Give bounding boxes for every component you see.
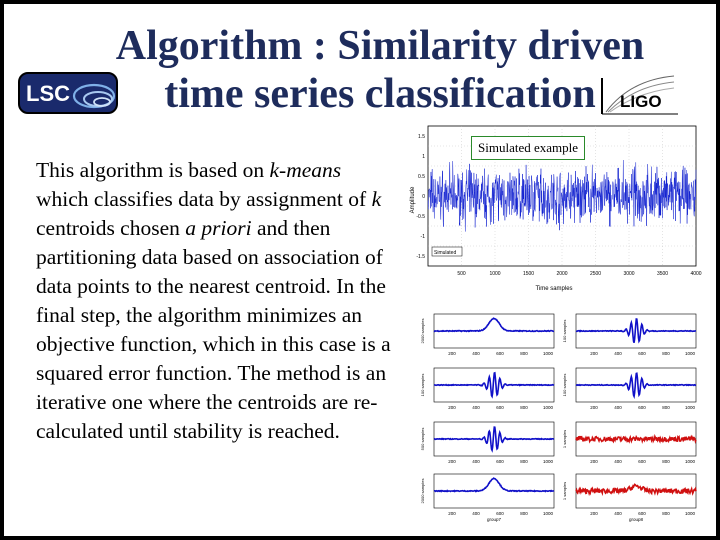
- cluster-xtick: 600: [496, 511, 504, 516]
- cluster-signal-line: [433, 371, 555, 399]
- main-plot-ytick: -1.5: [416, 254, 425, 260]
- cluster-xtick: 400: [472, 511, 480, 516]
- cluster-xtick: 400: [614, 459, 622, 464]
- cluster-xtick: 200: [448, 511, 456, 516]
- algorithm-description: This algorithm is based on k-means which…: [36, 158, 391, 443]
- main-plot-xtick: 2500: [590, 271, 601, 277]
- cluster-xtick: 400: [472, 405, 480, 410]
- cluster-panel: 200 400 600 800 1000 500 samples: [418, 420, 556, 470]
- cluster-xtick: 200: [448, 351, 456, 356]
- cluster-xtick: 1000: [685, 351, 696, 356]
- cluster-xtick: 400: [614, 511, 622, 516]
- cluster-xtick: 600: [496, 405, 504, 410]
- cluster-xtick: 800: [662, 511, 670, 516]
- main-plot-xtick: 3500: [657, 271, 668, 277]
- cluster-xtick: 1000: [685, 459, 696, 464]
- lsc-logo-text: LSC: [26, 81, 70, 106]
- cluster-signal-line: [575, 372, 696, 400]
- slide-title: Algorithm : Similarity driven time serie…: [70, 22, 690, 118]
- cluster-signal-line: [433, 477, 555, 493]
- cluster-xtick: 800: [662, 459, 670, 464]
- cluster-xtick: 600: [496, 351, 504, 356]
- simulated-example-label: Simulated example: [471, 136, 586, 160]
- cluster-xtick: 1000: [543, 459, 554, 464]
- cluster-xtick: 400: [472, 459, 480, 464]
- main-plot-xtick: 2000: [556, 271, 567, 277]
- main-plot-ytick: 0.5: [418, 174, 425, 180]
- main-plot-ytick: 0: [422, 194, 425, 200]
- cluster-xtick: 400: [472, 351, 480, 356]
- cluster-ylabel: 500 samples: [420, 428, 425, 451]
- lsc-logo: LSC: [18, 72, 118, 114]
- cluster-panel: 200 400 600 800 1000 2000 samples: [418, 312, 556, 362]
- cluster-xtick: 800: [520, 405, 528, 410]
- cluster-ylabel: 100 samples: [420, 374, 425, 397]
- cluster-xlabel: group8: [629, 517, 644, 522]
- cluster-ylabel: 2000 samples: [420, 319, 425, 344]
- simulated-signal-line: [427, 160, 697, 232]
- cluster-panel: 200 400 600 800 1000 1 samples: [560, 420, 698, 470]
- cluster-signal-line: [575, 483, 697, 497]
- main-plot-xtick: 1000: [489, 271, 500, 277]
- cluster-xtick: 800: [662, 351, 670, 356]
- cluster-xlabel: group7: [487, 517, 502, 522]
- main-plot-xtick: 500: [457, 271, 466, 277]
- cluster-xtick: 1000: [543, 511, 554, 516]
- cluster-xtick: 600: [496, 459, 504, 464]
- main-plot-xtick: 4000: [690, 271, 701, 277]
- cluster-panel: 200 400 600 800 1000 2000 samples group7: [418, 472, 556, 522]
- main-plot-ytick: -0.5: [416, 214, 425, 220]
- cluster-xtick: 600: [638, 459, 646, 464]
- cluster-panel: 200 400 600 800 1000 100 samples: [560, 312, 698, 362]
- cluster-xtick: 200: [448, 459, 456, 464]
- cluster-xtick: 200: [448, 405, 456, 410]
- cluster-panel: 200 400 600 800 1000 100 samples: [418, 366, 556, 416]
- main-plot-xlabel: Time samples: [535, 286, 572, 292]
- cluster-xtick: 600: [638, 351, 646, 356]
- cluster-xtick: 600: [638, 405, 646, 410]
- cluster-ylabel: 1 samples: [562, 430, 567, 448]
- main-plot-legend: Simulated: [434, 250, 456, 256]
- cluster-signal-line: [575, 433, 697, 445]
- cluster-xtick: 800: [520, 351, 528, 356]
- main-plot-ytick: -1: [421, 234, 426, 240]
- cluster-xtick: 800: [520, 511, 528, 516]
- cluster-ylabel: 100 samples: [562, 320, 567, 343]
- cluster-xtick: 200: [590, 405, 598, 410]
- title-line-2: time series classification: [164, 71, 596, 117]
- cluster-xtick: 200: [590, 511, 598, 516]
- cluster-xtick: 200: [590, 459, 598, 464]
- cluster-signal-line: [433, 426, 555, 453]
- cluster-xtick: 400: [614, 405, 622, 410]
- cluster-ylabel: 2000 samples: [420, 479, 425, 504]
- cluster-panel: 200 400 600 800 1000 1 samples group8: [560, 472, 698, 522]
- cluster-xtick: 200: [590, 351, 598, 356]
- cluster-ylabel: 1 samples: [562, 482, 567, 500]
- main-plot-ytick: 1.5: [418, 134, 425, 140]
- main-plot-ytick: 1: [422, 154, 425, 160]
- cluster-xtick: 400: [614, 351, 622, 356]
- cluster-xtick: 1000: [685, 405, 696, 410]
- cluster-signal-line: [433, 317, 555, 333]
- cluster-xtick: 1000: [685, 511, 696, 516]
- main-plot-yticks: 1.5 1 0.5 0 -0.5 -1 -1.5: [416, 134, 425, 260]
- cluster-xtick: 800: [662, 405, 670, 410]
- cluster-ylabel: 100 samples: [562, 374, 567, 397]
- title-line-1: Algorithm : Similarity driven: [115, 23, 645, 69]
- cluster-panel: 200 400 600 800 1000 100 samples: [560, 366, 698, 416]
- main-plot-xtick: 3000: [623, 271, 634, 277]
- cluster-signal-line: [575, 318, 697, 344]
- main-plot-xtick: 1500: [523, 271, 534, 277]
- cluster-xtick: 600: [638, 511, 646, 516]
- main-plot-xticks: 500 1000 1500 2000 2500 3000 3500 4000: [457, 271, 701, 277]
- ligo-logo-text: LIGO: [620, 92, 662, 111]
- cluster-xtick: 1000: [543, 351, 554, 356]
- cluster-xtick: 1000: [543, 405, 554, 410]
- cluster-xtick: 800: [520, 459, 528, 464]
- main-plot-ylabel: Amplitude: [410, 186, 416, 213]
- ligo-logo: LIGO: [600, 72, 680, 116]
